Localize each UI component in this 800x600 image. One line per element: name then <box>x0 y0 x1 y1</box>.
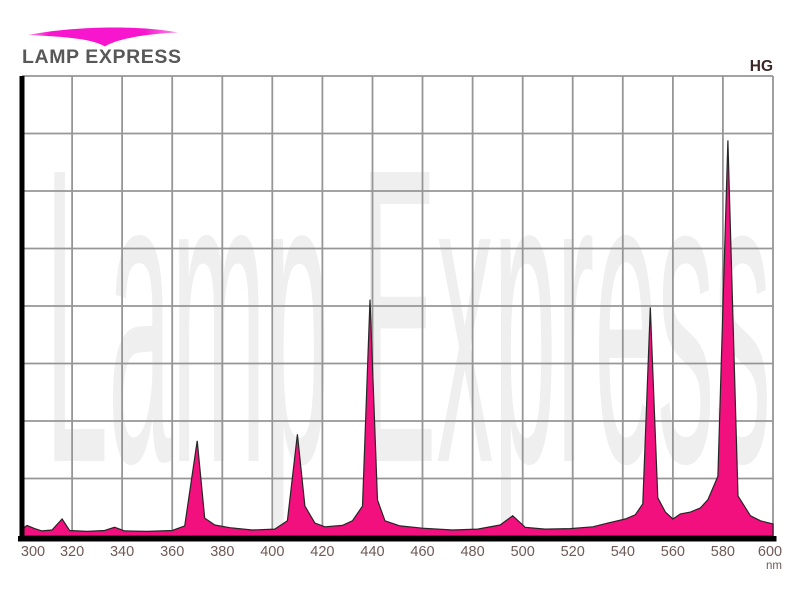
x-tick-label: 560 <box>661 544 685 560</box>
axes <box>18 76 777 542</box>
x-tick-label: 600 <box>758 544 782 560</box>
spectrum-area <box>21 140 774 537</box>
lamp-type-label: HG <box>750 58 773 75</box>
x-tick-label: 400 <box>260 544 284 560</box>
logo-swoosh-shape <box>28 27 178 47</box>
x-tick-label: 460 <box>410 544 434 560</box>
watermark-text: Lamp Express <box>45 82 771 553</box>
spectrum-series <box>21 140 774 537</box>
x-axis <box>18 536 777 542</box>
x-axis-unit: nm <box>766 560 782 572</box>
x-tick-label: 480 <box>460 544 484 560</box>
x-tick-label: 380 <box>210 544 234 560</box>
x-tick-label: 420 <box>310 544 334 560</box>
x-axis-tick-labels: 300 320 340 360 380 400 420 440 460 480 500 520 540 5… <box>21 544 782 572</box>
y-axis <box>19 76 25 542</box>
x-tick-label: 580 <box>711 544 735 560</box>
x-tick-label: 500 <box>511 544 535 560</box>
x-tick-label: 320 <box>60 544 84 560</box>
x-tick-label: 360 <box>160 544 184 560</box>
x-tick-label: 440 <box>360 544 384 560</box>
logo-wordmark: LAMP EXPRESS <box>22 46 182 68</box>
x-tick-label: 300 <box>21 544 45 560</box>
logo-swoosh-icon <box>28 27 178 47</box>
x-tick-label: 540 <box>611 544 635 560</box>
x-tick-label: 340 <box>110 544 134 560</box>
x-tick-label: 520 <box>561 544 585 560</box>
